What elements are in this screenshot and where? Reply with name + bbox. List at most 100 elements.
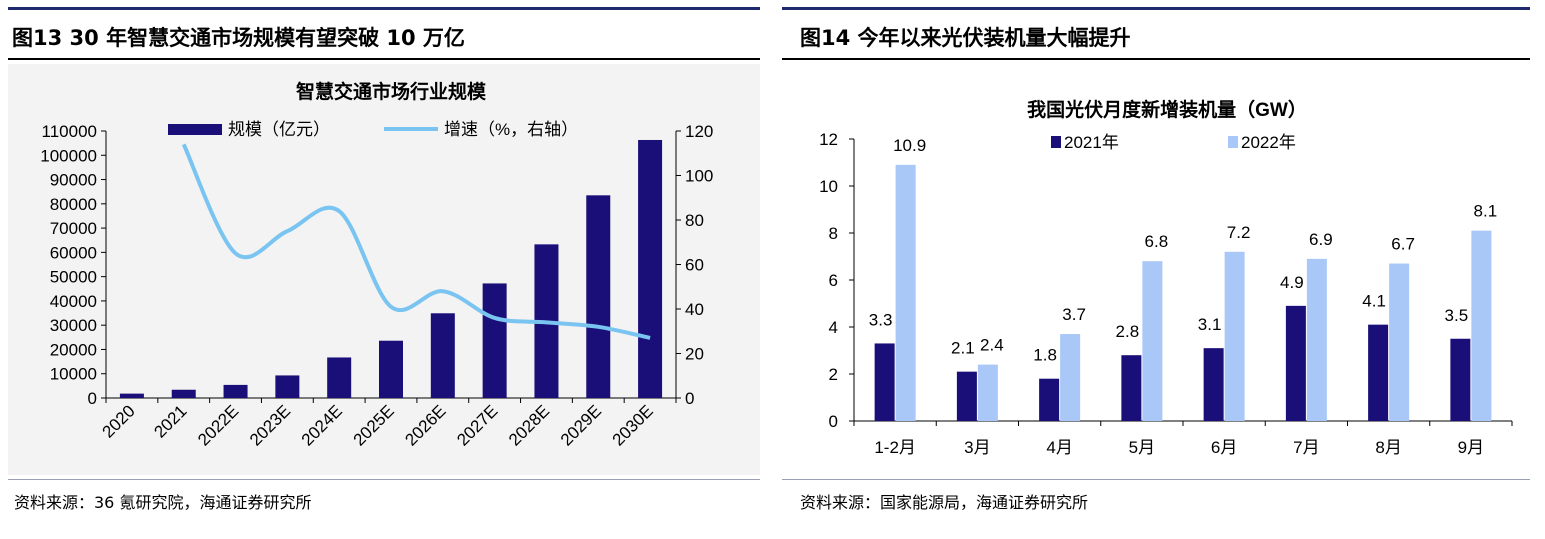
chart-area: 智慧交通市场行业规模 0 10000 20000 30000 40000 50000 6000… xyxy=(8,64,760,475)
y-tick-label-left: 50000 xyxy=(50,268,97,287)
legend-swatch-2021 xyxy=(1051,136,1061,148)
top-rule-right xyxy=(782,7,1530,10)
x-tick-label: 9月 xyxy=(1458,438,1484,457)
data-label-2022: 10.9 xyxy=(893,136,926,155)
x-tick-label: 2029E xyxy=(557,401,605,449)
y-tick-label-left: 80000 xyxy=(50,195,97,214)
data-label-2021: 1.8 xyxy=(1033,346,1057,365)
pv-installation-chart: 我国光伏月度新增装机量（GW） 0 2 4 6 8 10 12 3.3 10.9 1-2月 2.1 2.… xyxy=(819,98,1513,457)
title-underline xyxy=(8,58,760,60)
data-label-2021: 2.8 xyxy=(1116,322,1140,341)
data-label-2022: 7.2 xyxy=(1227,223,1251,242)
y-tick-label-right: 100 xyxy=(685,167,713,186)
x-tick-label: 6月 xyxy=(1211,438,1237,457)
y-tick-label-left: 90000 xyxy=(50,171,97,190)
bar-2021 xyxy=(1450,338,1471,421)
chart-title: 智慧交通市场行业规模 xyxy=(296,80,487,103)
bar-2021 xyxy=(1121,355,1142,421)
x-tick-label: 7月 xyxy=(1293,438,1319,457)
legend-label-2022: 2022年 xyxy=(1241,133,1296,152)
y-tick-label-right: 120 xyxy=(685,122,713,141)
data-label-2021: 4.9 xyxy=(1280,273,1304,292)
figure-title: 图13 30 年智慧交通市场规模有望突破 10 万亿 xyxy=(12,26,465,50)
data-label-2022: 3.7 xyxy=(1062,305,1086,324)
y-tick-label: 12 xyxy=(819,130,838,149)
left-panel: 图13 30 年智慧交通市场规模有望突破 10 万亿 智慧交通市场行业规模 0 10… xyxy=(8,0,760,539)
bar-2021 xyxy=(956,371,977,421)
x-tick-label: 3月 xyxy=(964,438,990,457)
figure-title: 图14 今年以来光伏装机量大幅提升 xyxy=(800,26,1131,50)
bar-2021 xyxy=(1203,348,1224,421)
y-tick-label-left: 100000 xyxy=(40,146,97,165)
x-tick-label: 2022E xyxy=(194,401,242,449)
bar-2021 xyxy=(874,343,895,421)
y-tick-label: 4 xyxy=(829,318,838,337)
bar-2022 xyxy=(1060,334,1081,421)
legend-label-scale: 规模（亿元） xyxy=(228,120,330,139)
x-tick-label: 2025E xyxy=(350,401,398,449)
source-note: 资料来源：36 氪研究院，海通证券研究所 xyxy=(14,493,312,512)
y-tick-label: 8 xyxy=(829,224,838,243)
legend-swatch-scale xyxy=(168,124,222,135)
y-tick-label-right: 60 xyxy=(685,256,704,275)
x-tick-label: 2028E xyxy=(505,401,553,449)
bar-2021 xyxy=(1368,324,1389,421)
bar-2021 xyxy=(1039,378,1060,421)
bar-2021 xyxy=(1285,305,1306,421)
y-tick-label-left: 0 xyxy=(88,389,97,408)
x-tick-label: 2027E xyxy=(453,401,501,449)
y-tick-label-left: 60000 xyxy=(50,243,97,262)
x-tick-label: 4月 xyxy=(1046,438,1072,457)
y-tick-label: 0 xyxy=(829,412,838,431)
bar xyxy=(119,393,144,398)
chart-area: 我国光伏月度新增装机量（GW） 0 2 4 6 8 10 12 3.3 10.9 1-2月 2.1 2.… xyxy=(782,64,1530,475)
data-label-2021: 3.5 xyxy=(1445,306,1469,325)
bar xyxy=(171,389,196,398)
data-label-2022: 6.8 xyxy=(1145,232,1169,251)
data-label-2022: 6.7 xyxy=(1391,235,1415,254)
source-note: 资料来源：国家能源局，海通证券研究所 xyxy=(800,493,1089,512)
y-tick-label-left: 30000 xyxy=(50,316,97,335)
bar xyxy=(275,375,300,398)
bar xyxy=(379,340,403,398)
bar-2022 xyxy=(1224,251,1245,421)
x-tick-label: 2021 xyxy=(150,401,190,441)
bar xyxy=(327,357,352,398)
legend-swatch-2022 xyxy=(1228,136,1238,148)
data-label-2022: 6.9 xyxy=(1309,230,1333,249)
x-tick-label: 2020 xyxy=(99,401,139,441)
bar-2022 xyxy=(1389,263,1410,421)
bar-2022 xyxy=(1471,230,1492,421)
data-label-2021: 2.1 xyxy=(951,339,975,358)
top-rule-left xyxy=(8,7,760,10)
y-tick-label-left: 40000 xyxy=(50,292,97,311)
growth-line xyxy=(181,143,651,340)
y-tick-label-left: 110000 xyxy=(42,122,97,141)
legend-label-growth: 增速（%，右轴） xyxy=(444,120,578,139)
chart-title: 我国光伏月度新增装机量（GW） xyxy=(1027,98,1307,121)
y-tick-label-left: 20000 xyxy=(50,340,97,359)
data-label-2022: 2.4 xyxy=(980,336,1004,355)
data-label-2021: 4.1 xyxy=(1362,292,1386,311)
y-tick-label-right: 40 xyxy=(685,300,704,319)
market-size-chart: 智慧交通市场行业规模 0 10000 20000 30000 40000 50000 6000… xyxy=(40,80,713,450)
x-tick-label: 2030E xyxy=(609,401,657,449)
title-underline xyxy=(782,58,1530,60)
y-tick-label: 10 xyxy=(819,177,838,196)
data-label-2021: 3.3 xyxy=(869,310,893,329)
bar xyxy=(586,195,611,398)
x-tick-label: 2026E xyxy=(401,401,449,449)
y-tick-label: 6 xyxy=(829,271,838,290)
x-tick-label: 1-2月 xyxy=(874,438,916,457)
bar xyxy=(482,283,507,398)
y-tick-label-right: 20 xyxy=(685,345,704,364)
right-panel: 图14 今年以来光伏装机量大幅提升 我国光伏月度新增装机量（GW） 0 2 4 6 8 10… xyxy=(782,0,1530,539)
y-tick-label-left: 70000 xyxy=(50,219,97,238)
y-tick-label-right: 80 xyxy=(685,211,704,230)
source-rule xyxy=(8,479,760,480)
data-label-2022: 8.1 xyxy=(1474,202,1498,221)
x-tick-label: 8月 xyxy=(1375,438,1401,457)
x-tick-label: 2023E xyxy=(246,401,294,449)
x-tick-label: 5月 xyxy=(1129,438,1155,457)
legend-label-2021: 2021年 xyxy=(1064,133,1119,152)
